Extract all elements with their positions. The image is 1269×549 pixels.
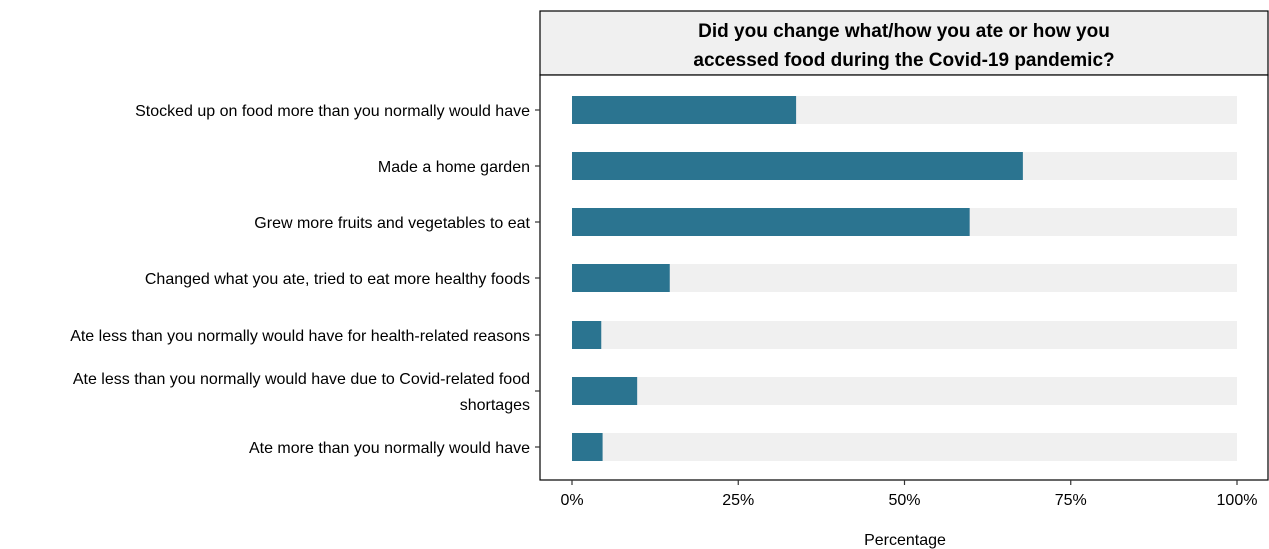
- category-label: Ate less than you normally would have fo…: [70, 328, 530, 345]
- x-tick-label: 0%: [560, 492, 583, 509]
- bar-track: [572, 433, 1237, 461]
- bars-group: [572, 96, 1237, 461]
- category-label: shortages: [460, 397, 530, 414]
- x-tick-label: 25%: [722, 492, 754, 509]
- x-axis-ticks: 0% 25% 50% 75% 100%: [560, 480, 1257, 509]
- x-tick-label: 50%: [888, 492, 920, 509]
- bar-track: [572, 264, 1237, 292]
- bar: [572, 96, 797, 124]
- category-label: Made a home garden: [378, 159, 530, 176]
- bar-track: [572, 321, 1237, 349]
- category-label: Grew more fruits and vegetables to eat: [254, 215, 530, 232]
- bar: [572, 321, 602, 349]
- bar: [572, 152, 1023, 180]
- bar-track: [572, 377, 1237, 405]
- bar: [572, 377, 638, 405]
- category-label: Stocked up on food more than you normall…: [135, 103, 530, 120]
- bar: [572, 433, 603, 461]
- chart-title-line-1: Did you change what/how you ate or how y…: [698, 21, 1110, 42]
- category-label: Changed what you ate, tried to eat more …: [145, 271, 530, 288]
- bar: [572, 208, 970, 236]
- x-tick-label: 75%: [1055, 492, 1087, 509]
- chart-title-line-2: accessed food during the Covid-19 pandem…: [693, 50, 1114, 71]
- title-strip: [539, 10, 1269, 76]
- category-labels: Stocked up on food more than you normall…: [70, 103, 540, 457]
- x-tick-label: 100%: [1217, 492, 1258, 509]
- x-axis-label: Percentage: [864, 532, 946, 549]
- category-label: Ate more than you normally would have: [249, 440, 530, 457]
- category-label: Ate less than you normally would have du…: [73, 371, 530, 388]
- bar: [572, 264, 670, 292]
